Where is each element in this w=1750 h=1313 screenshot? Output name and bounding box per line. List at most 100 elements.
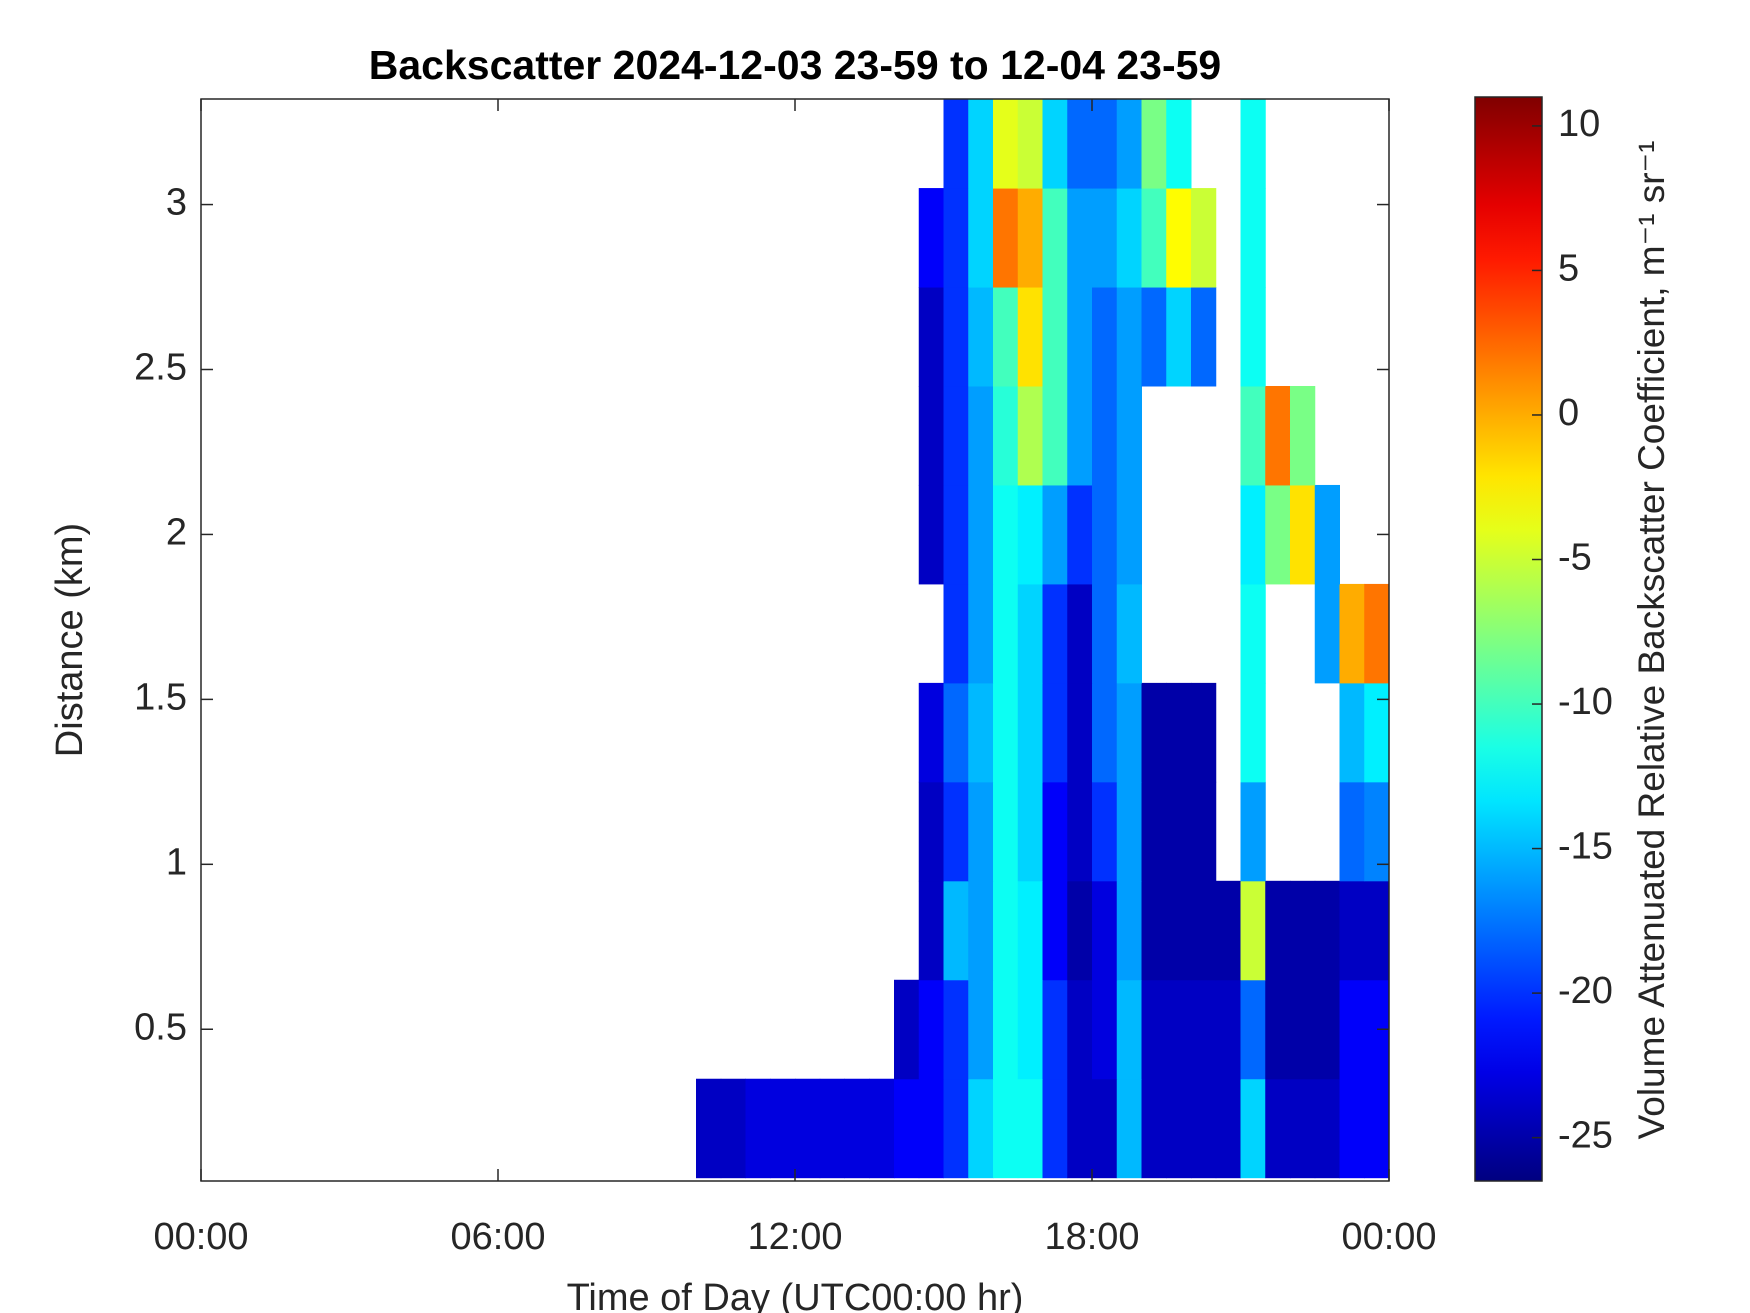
- heatmap-cell: [1166, 682, 1192, 783]
- heatmap-cell: [943, 682, 969, 783]
- heatmap-cell: [1116, 583, 1142, 684]
- colorbar: [1474, 96, 1543, 1182]
- heatmap-cell: [1042, 287, 1068, 387]
- y-axis-label: Distance (km): [49, 523, 91, 757]
- heatmap-cell: [1339, 583, 1365, 684]
- heatmap-cell: [1240, 385, 1266, 486]
- heatmap-cell: [943, 484, 969, 585]
- heatmap-cell: [968, 188, 994, 288]
- heatmap-cell: [844, 1078, 870, 1179]
- heatmap-cell: [894, 1078, 920, 1179]
- y-tick-label: 1.5: [134, 676, 187, 718]
- heatmap-cell: [1290, 880, 1316, 981]
- heatmap-cell: [1141, 99, 1167, 189]
- heatmap-cell: [1141, 781, 1167, 882]
- heatmap-cell: [1017, 682, 1043, 783]
- heatmap-cell: [993, 880, 1019, 981]
- heatmap-cell: [1339, 1078, 1365, 1179]
- heatmap-cell: [1092, 385, 1118, 486]
- heatmap-cell: [1364, 880, 1389, 981]
- heatmap-cell: [1092, 484, 1118, 585]
- y-tick-label: 1: [166, 841, 187, 883]
- heatmap-cell: [1166, 979, 1192, 1080]
- heatmap-cell: [1215, 880, 1241, 981]
- heatmap-cell: [1265, 880, 1291, 981]
- heatmap-cell: [1067, 188, 1093, 288]
- heatmap-cell: [1314, 583, 1340, 684]
- colorbar-tick-label: -25: [1558, 1115, 1613, 1157]
- heatmap-cell: [968, 484, 994, 585]
- heatmap-cell: [1116, 781, 1142, 882]
- heatmap-cell: [1141, 682, 1167, 783]
- y-tick-label: 3: [166, 182, 187, 224]
- heatmap-cell: [1092, 979, 1118, 1080]
- heatmap-cell: [1067, 781, 1093, 882]
- heatmap-cell: [918, 880, 944, 981]
- heatmap-cell: [1092, 583, 1118, 684]
- heatmap-cell: [968, 287, 994, 387]
- heatmap-cell: [1364, 682, 1389, 783]
- heatmap-cell: [1339, 979, 1365, 1080]
- heatmap-cell: [943, 880, 969, 981]
- heatmap-cell: [1092, 682, 1118, 783]
- heatmap-cell: [1191, 188, 1217, 288]
- colorbar-tick-label: 5: [1558, 247, 1579, 289]
- heatmap-cell: [1017, 1078, 1043, 1179]
- heatmap-cell: [1067, 979, 1093, 1080]
- heatmap-cell: [1191, 682, 1217, 783]
- heatmap-cell: [1339, 682, 1365, 783]
- heatmap-cell: [1166, 1078, 1192, 1179]
- heatmap: [696, 99, 1389, 1179]
- heatmap-cell: [1240, 682, 1266, 783]
- heatmap-cell: [1339, 880, 1365, 981]
- heatmap-cell: [819, 1078, 845, 1179]
- heatmap-cell: [1116, 682, 1142, 783]
- heatmap-cell: [968, 583, 994, 684]
- heatmap-cell: [1141, 188, 1167, 288]
- heatmap-cell: [993, 979, 1019, 1080]
- heatmap-cell: [1017, 484, 1043, 585]
- heatmap-cell: [943, 188, 969, 288]
- colorbar-tick-label: -15: [1558, 826, 1613, 868]
- heatmap-cell: [1166, 781, 1192, 882]
- heatmap-cell: [1017, 287, 1043, 387]
- heatmap-cell: [968, 99, 994, 189]
- heatmap-cell: [1042, 1078, 1068, 1179]
- x-tick-label: 06:00: [450, 1216, 545, 1258]
- heatmap-cell: [1166, 880, 1192, 981]
- heatmap-cell: [1116, 1078, 1142, 1179]
- heatmap-cell: [1092, 287, 1118, 387]
- heatmap-cell: [1191, 287, 1217, 387]
- heatmap-cell: [968, 682, 994, 783]
- heatmap-cell: [1092, 188, 1118, 288]
- heatmap-cell: [696, 1078, 722, 1179]
- heatmap-cell: [1191, 1078, 1217, 1179]
- heatmap-cell: [1042, 781, 1068, 882]
- heatmap-cell: [1265, 484, 1291, 585]
- heatmap-cell: [1017, 583, 1043, 684]
- heatmap-cell: [1290, 484, 1316, 585]
- x-axis-label: Time of Day (UTC00:00 hr): [567, 1277, 1024, 1313]
- heatmap-cell: [968, 781, 994, 882]
- heatmap-cell: [1314, 880, 1340, 981]
- heatmap-cell: [993, 484, 1019, 585]
- heatmap-cell: [1141, 287, 1167, 387]
- heatmap-cell: [1339, 781, 1365, 882]
- heatmap-cell: [1116, 99, 1142, 189]
- heatmap-cell: [1116, 188, 1142, 288]
- heatmap-cell: [1042, 385, 1068, 486]
- heatmap-cell: [1240, 484, 1266, 585]
- heatmap-cell: [1116, 484, 1142, 585]
- y-tick-label: 0.5: [134, 1006, 187, 1048]
- heatmap-cell: [1240, 1078, 1266, 1179]
- heatmap-cell: [943, 99, 969, 189]
- heatmap-cell: [1067, 99, 1093, 189]
- heatmap-cell: [943, 583, 969, 684]
- heatmap-cell: [1364, 781, 1389, 882]
- heatmap-cell: [1290, 1078, 1316, 1179]
- heatmap-cell: [993, 1078, 1019, 1179]
- heatmap-cell: [1290, 385, 1316, 486]
- heatmap-cell: [1067, 682, 1093, 783]
- heatmap-cell: [968, 1078, 994, 1179]
